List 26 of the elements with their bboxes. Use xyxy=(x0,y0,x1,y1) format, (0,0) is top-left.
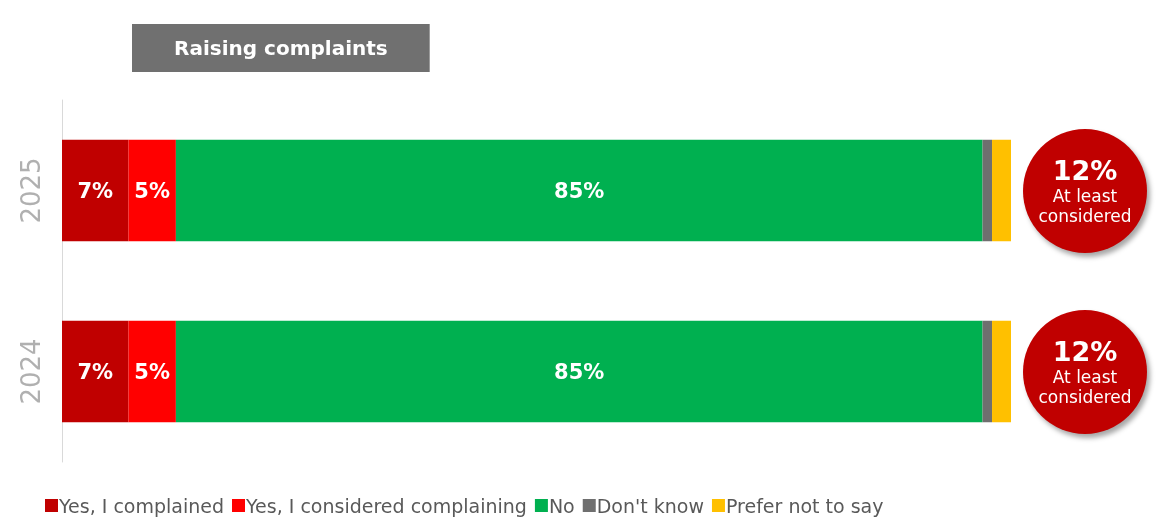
bar xyxy=(62,320,129,423)
y-tick-label: 2024 xyxy=(16,338,46,405)
bar xyxy=(992,320,1011,423)
chart-title: Raising complaints xyxy=(174,36,388,60)
bar xyxy=(982,320,993,423)
data-label: 85% xyxy=(554,359,605,384)
legend-label: Yes, I considered complaining xyxy=(245,494,527,517)
data-label: 7% xyxy=(77,178,114,203)
bar xyxy=(992,139,1011,242)
legend-label: Yes, I complained xyxy=(58,494,225,517)
legend-label: No xyxy=(548,494,575,517)
data-label: 5% xyxy=(134,359,170,384)
legend-label: Prefer not to say xyxy=(725,494,884,517)
data-label: 5% xyxy=(134,178,170,203)
data-label: 85% xyxy=(554,178,605,203)
circle-badge: 12% At least considered xyxy=(1023,309,1147,434)
legend-label: Don't know xyxy=(596,494,704,517)
bar xyxy=(982,139,993,242)
y-tick-label: 2025 xyxy=(16,157,46,224)
bar xyxy=(175,139,983,242)
bar xyxy=(62,139,129,242)
bar xyxy=(128,320,176,423)
circle-badge: 12% At least considered xyxy=(1023,128,1147,253)
data-label: 7% xyxy=(77,359,114,384)
bar xyxy=(128,139,176,242)
bar xyxy=(175,320,983,423)
